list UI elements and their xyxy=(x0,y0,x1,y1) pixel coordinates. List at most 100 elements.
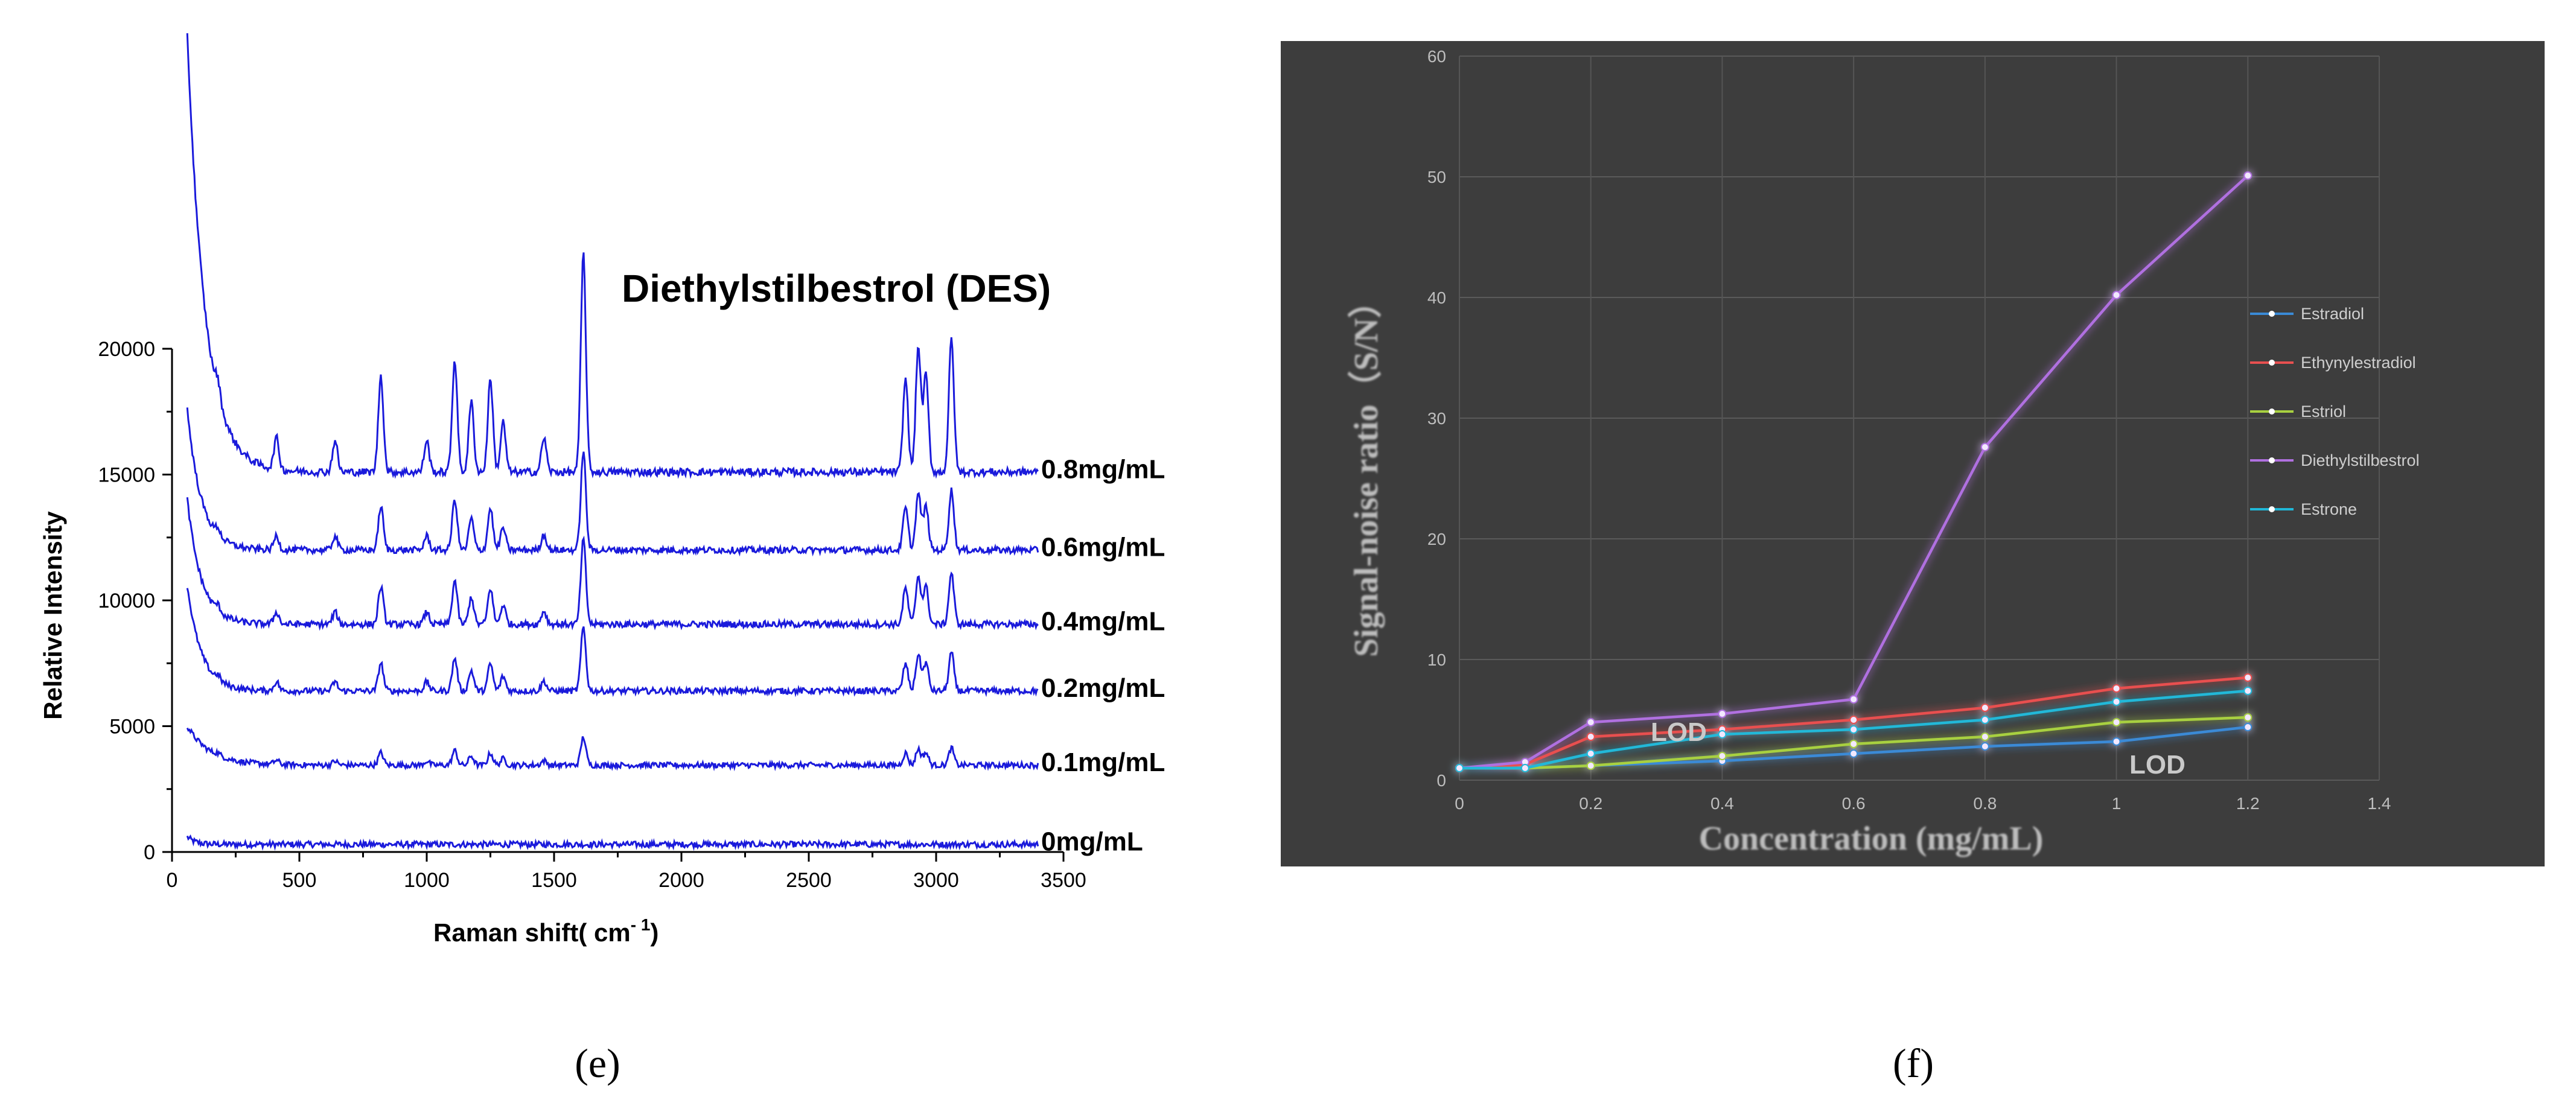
f-point-estrone xyxy=(2243,687,2252,695)
f-y-tick-label: 30 xyxy=(1427,409,1446,428)
f-gridlines xyxy=(1459,56,2380,781)
e-chart-title: Diethylstilbestrol (DES) xyxy=(622,267,1051,310)
f-y-tick-label: 0 xyxy=(1436,771,1446,790)
f-x-tick-label: 0.2 xyxy=(1579,794,1602,813)
f-point-ethynylestradiol xyxy=(1849,716,1858,724)
caption-f: (f) xyxy=(1893,1040,1934,1086)
f-point-estrone xyxy=(1520,764,1529,772)
f-point-ethynylestradiol xyxy=(1586,733,1595,741)
f-legend-label: Estriol xyxy=(2301,402,2346,421)
e-series-label: 0mg/mL xyxy=(1041,827,1143,856)
f-point-diethylstilbestrol xyxy=(1980,443,1989,451)
e-series-label: 0.8mg/mL xyxy=(1041,454,1165,484)
f-x-tick-label: 1.2 xyxy=(2236,794,2260,813)
e-series-labels: 0mg/mL 0.1mg/mL 0.2mg/mL 0.4mg/mL 0.6mg/mL 0.… xyxy=(1041,454,1165,856)
f-point-estrone xyxy=(1849,725,1858,734)
f-legend-label: Estradiol xyxy=(2301,305,2364,323)
f-point-estrone xyxy=(2112,698,2121,706)
f-legend-label: Ethynylestradiol xyxy=(2301,354,2416,372)
f-x-tick-label: 0 xyxy=(1455,794,1464,813)
f-point-estriol xyxy=(1718,752,1727,760)
f-point-diethylstilbestrol xyxy=(2243,171,2252,180)
f-x-tick-label: 0.8 xyxy=(1973,794,1997,813)
e-x-tick-label: 1000 xyxy=(404,869,450,892)
f-point-estriol xyxy=(2112,718,2121,726)
e-spectrum-0.6mg-per-mL xyxy=(186,407,1039,557)
e-y-tick-label: 15000 xyxy=(98,464,155,487)
f-point-estriol xyxy=(1586,761,1595,770)
f-point-estrone xyxy=(1586,749,1595,758)
f-x-tick-label: 1.4 xyxy=(2368,794,2391,813)
f-y-tick-label: 50 xyxy=(1427,168,1446,186)
f-y-tick-label: 40 xyxy=(1427,288,1446,307)
f-legend: Estradiol Ethynylestradiol Estriol Diethyls… xyxy=(2250,305,2420,518)
e-spectrum-0.1mg-per-mL xyxy=(186,727,1039,772)
f-point-estradiol xyxy=(2243,723,2252,731)
panel-e-raman-spectra: 0 500 1000 1500 2000 2500 3000 3500 0 5000 10000 1… xyxy=(39,33,1165,1086)
f-point-estrone xyxy=(1455,764,1464,772)
f-legend-label: Diethylstilbestrol xyxy=(2301,451,2420,469)
f-line-diethylstilbestrol xyxy=(1459,174,2249,770)
e-y-tick-labels: 0 5000 10000 15000 20000 xyxy=(98,338,155,864)
caption-e: (e) xyxy=(575,1040,620,1086)
f-point-estrone xyxy=(1718,730,1727,739)
f-series-lines xyxy=(1455,171,2252,772)
f-line-estrone xyxy=(1459,689,2248,770)
f-point-ethynylestradiol xyxy=(1980,704,1989,712)
f-y-tick-label: 10 xyxy=(1427,650,1446,669)
e-x-axis-label-close: ) xyxy=(650,918,658,947)
f-point-estriol xyxy=(1980,733,1989,741)
f-x-tick-label: 0.4 xyxy=(1710,794,1734,813)
e-y-tick-label: 10000 xyxy=(98,590,155,612)
f-legend-marker xyxy=(2269,457,2275,463)
f-x-tick-labels: 0 0.2 0.4 0.6 0.8 1 1.2 1.4 xyxy=(1455,794,2391,813)
e-spectrum-0.2mg-per-mL xyxy=(186,588,1039,698)
f-point-estriol xyxy=(1849,740,1858,748)
f-point-diethylstilbestrol xyxy=(1849,695,1858,704)
e-x-tick-label: 500 xyxy=(282,869,317,892)
e-series-label: 0.1mg/mL xyxy=(1041,748,1165,777)
f-legend-marker xyxy=(2269,311,2275,317)
e-series-label: 0.4mg/mL xyxy=(1041,607,1165,637)
e-x-axis-label-sup: - 1 xyxy=(631,915,651,934)
e-y-axis-label: Relative Intensity xyxy=(39,511,67,720)
e-spectra-lines xyxy=(186,33,1039,851)
e-x-tick-label: 0 xyxy=(167,869,178,892)
f-annotation-lod-2: LOD xyxy=(2129,750,2185,780)
f-x-tick-label: 0.6 xyxy=(1842,794,1866,813)
e-x-tick-label: 2500 xyxy=(786,869,832,892)
e-spectrum-0.4mg-per-mL xyxy=(186,497,1039,631)
f-legend-marker xyxy=(2269,360,2275,366)
e-x-tick-label: 3000 xyxy=(913,869,959,892)
e-y-tick-label: 0 xyxy=(144,841,155,864)
e-x-tick-labels: 0 500 1000 1500 2000 2500 3000 3500 xyxy=(167,869,1086,892)
panel-f-snr-chart: 0 0.2 0.4 0.6 0.8 1 1.2 1.4 0 10 20 30 40 50 60 Estra… xyxy=(1281,41,2545,1086)
f-point-ethynylestradiol xyxy=(2112,684,2121,693)
f-point-estradiol xyxy=(2112,737,2121,746)
f-point-estrone xyxy=(1980,716,1989,724)
e-y-tick-label: 5000 xyxy=(109,716,155,739)
f-point-diethylstilbestrol xyxy=(1586,718,1595,726)
e-x-axis-label: Raman shift( cm- 1) xyxy=(433,915,658,947)
e-x-tick-label: 2000 xyxy=(658,869,704,892)
f-y-tick-label: 60 xyxy=(1427,47,1446,66)
f-y-tick-label: 20 xyxy=(1427,530,1446,548)
f-point-ethynylestradiol xyxy=(2243,673,2252,682)
f-point-estradiol xyxy=(1849,749,1858,758)
f-plot-background xyxy=(1281,41,2545,866)
f-legend-marker xyxy=(2269,506,2275,512)
f-point-estriol xyxy=(2243,713,2252,722)
f-point-estradiol xyxy=(1980,742,1989,751)
e-spectrum-0.8mg-per-mL xyxy=(186,33,1039,479)
f-legend-label: Estrone xyxy=(2301,500,2357,518)
e-series-label: 0.2mg/mL xyxy=(1041,673,1165,703)
f-line-ethynylestradiol xyxy=(1459,676,2248,770)
e-x-axis-label-main: Raman shift( cm xyxy=(433,918,631,947)
f-line-estriol xyxy=(1459,716,2248,770)
e-spectrum-0mg-per-mL xyxy=(186,834,1039,851)
f-x-tick-label: 1 xyxy=(2112,794,2122,813)
f-legend-marker xyxy=(2269,408,2275,415)
e-y-tick-label: 20000 xyxy=(98,338,155,361)
e-axes xyxy=(162,348,1065,862)
